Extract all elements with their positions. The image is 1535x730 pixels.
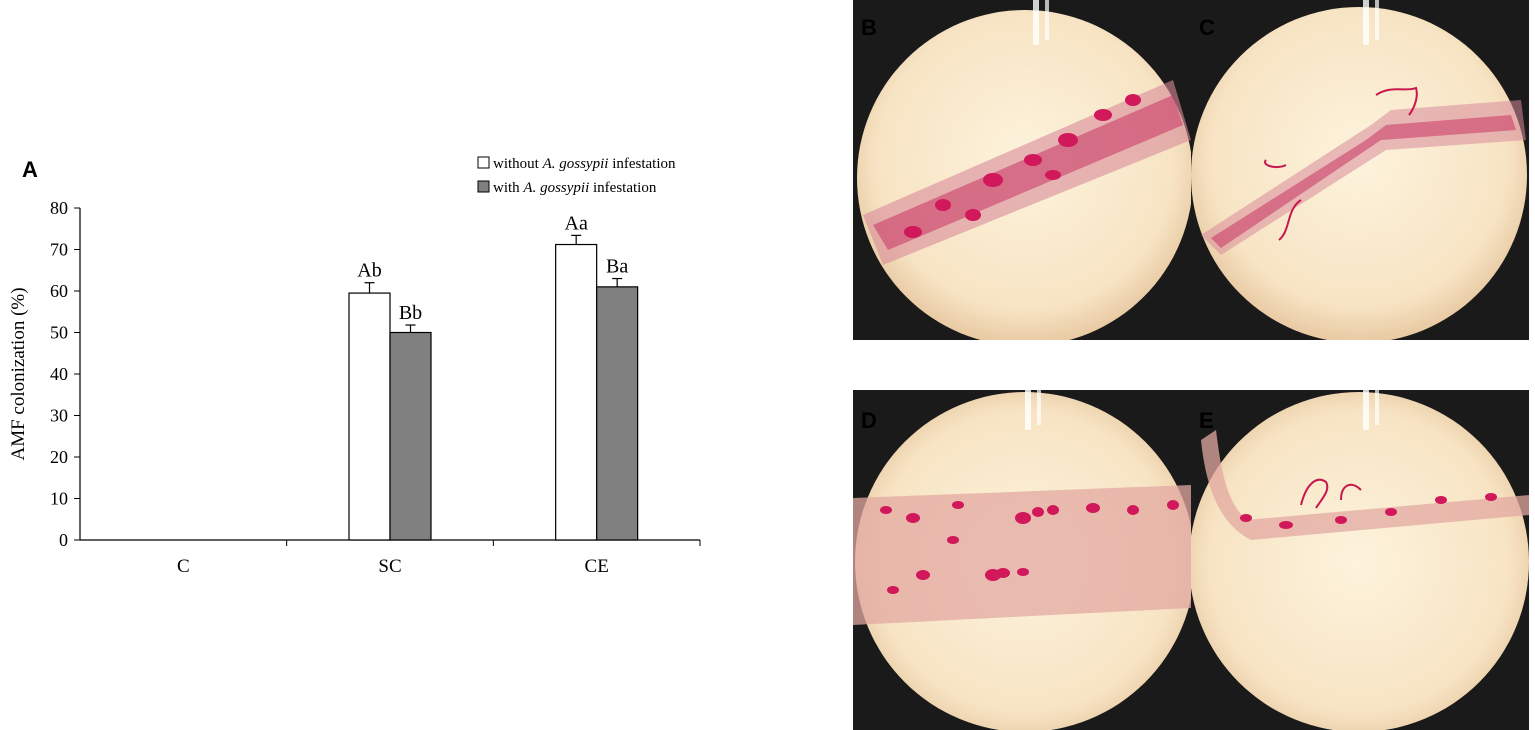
chart-bars: Ab Aa Bb Ba <box>348 212 639 541</box>
data-label: Ba <box>606 256 628 278</box>
y-tick-label: 10 <box>50 489 68 509</box>
panel-label-b: B <box>861 15 877 40</box>
legend-label: with A. gossypii infestation <box>493 180 657 196</box>
y-tick-label: 30 <box>50 406 68 426</box>
y-tick-label: 0 <box>59 530 68 550</box>
bar <box>389 331 432 541</box>
legend-swatch <box>477 156 490 169</box>
y-tick-label: 40 <box>50 364 68 384</box>
data-label: Ab <box>357 260 381 282</box>
bar-chart: A 0 10 20 30 40 50 60 70 80 AMF colonization (%) C… <box>8 156 701 577</box>
x-tick-label: CE <box>585 556 609 577</box>
x-tick-label: SC <box>378 556 401 577</box>
panel-label-e: E <box>1199 408 1214 433</box>
chart-axes: 0 10 20 30 40 50 60 70 80 AMF colonization (%) C SC… <box>8 198 701 577</box>
y-tick-label: 60 <box>50 281 68 301</box>
bar <box>348 292 391 541</box>
legend-label: without A. gossypii infestation <box>493 156 676 172</box>
micrograph-d: D <box>853 390 1191 730</box>
micrograph-e: E <box>1191 390 1529 730</box>
y-tick-label: 70 <box>50 240 68 260</box>
bar <box>596 286 639 541</box>
micrograph-c: C <box>1191 0 1529 340</box>
panel-label-d: D <box>861 408 877 433</box>
micrograph-b: B <box>853 0 1191 340</box>
data-label: Aa <box>565 212 588 234</box>
chart-legend: without A. gossypii infestation with A. g… <box>477 156 676 196</box>
data-label: Bb <box>399 302 422 324</box>
panel-label-c: C <box>1199 15 1215 40</box>
x-tick-label: C <box>177 556 190 577</box>
y-tick-label: 20 <box>50 447 68 467</box>
y-tick-label: 50 <box>50 323 68 343</box>
bar <box>555 243 598 541</box>
y-tick-label: 80 <box>50 198 68 218</box>
legend-swatch <box>477 180 490 193</box>
panel-label-a: A <box>22 157 38 182</box>
y-axis-label: AMF colonization (%) <box>8 287 29 460</box>
